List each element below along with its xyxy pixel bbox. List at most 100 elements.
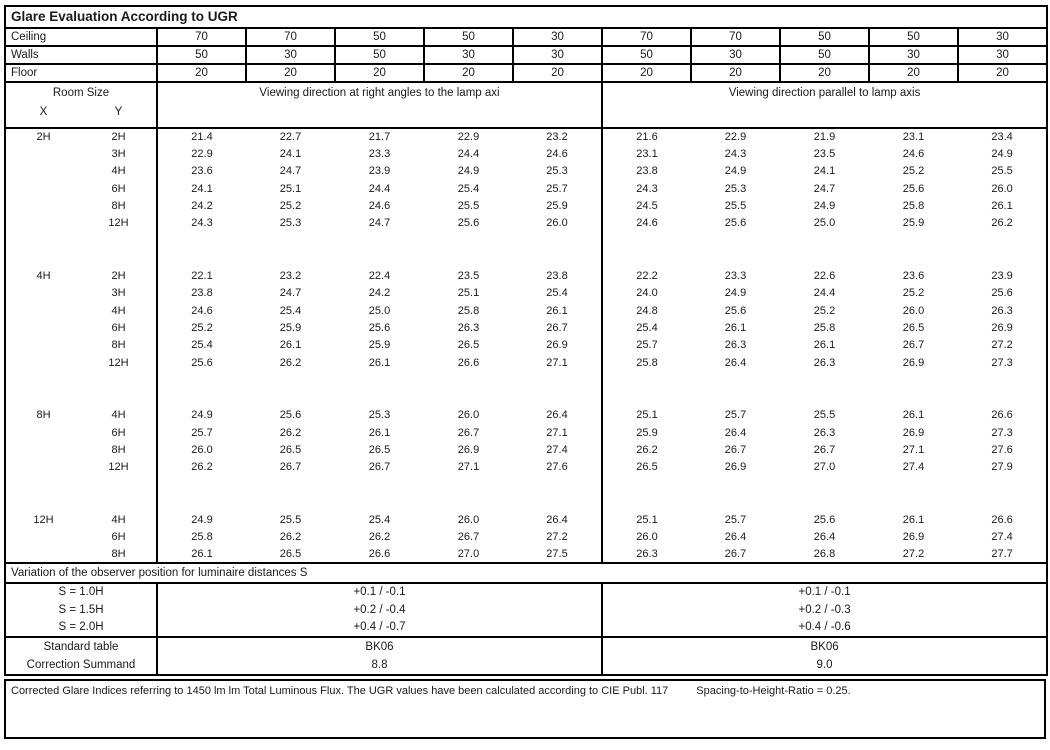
room-size-header: Room Size X Y (5, 81, 157, 129)
ugr-value: 25.2 (279, 200, 302, 213)
ugr-value: 26.3 (724, 339, 747, 352)
room-y-value: 8H (111, 339, 126, 352)
ugr-value: 23.5 (813, 147, 836, 160)
room-y-value: 8H (111, 548, 126, 561)
ugr-value: 24.9 (724, 165, 747, 178)
room-y-value: 8H (111, 443, 126, 456)
ugr-value: 21.7 (368, 130, 391, 143)
ugr-value: 25.3 (546, 165, 568, 178)
surface-value: 20 (334, 63, 424, 83)
ugr-row: 6H 24.1 25.1 24.4 25.4 25.7 24.3 25.3 24.7 25.6 26… (5, 180, 1047, 198)
footer-note: Corrected Glare Indices referring to 145… (4, 679, 1046, 740)
ugr-value: 27.4 (902, 461, 925, 474)
ugr-value: 25.4 (279, 304, 302, 317)
ugr-row: 12H 25.6 26.2 26.1 26.6 27.1 25.8 26.4 26.3 26.9 2… (5, 354, 1047, 372)
ugr-value: 24.2 (368, 287, 391, 300)
group-spacer-row (5, 232, 1048, 268)
variation-row: S = 1.0H +0.1 / -0.1 +0.1 / -0.1 (5, 583, 1048, 602)
ugr-value: 26.7 (724, 548, 747, 561)
surface-value: 20 (690, 63, 780, 83)
ugr-value: 26.2 (279, 531, 302, 544)
ugr-row: 8H 25.4 26.1 25.9 26.5 26.9 25.7 26.3 26.1 26.7 27… (5, 336, 1047, 355)
variation-rows: S = 1.0H +0.1 / -0.1 +0.1 / -0.1 S = 1.5H +0… (5, 583, 1048, 638)
variation-title-row: Variation of the observer position for l… (5, 562, 1048, 585)
ugr-value: 25.6 (279, 409, 302, 422)
room-x-value (5, 424, 81, 441)
ugr-value: 25.7 (724, 513, 747, 526)
ugr-value: 23.2 (546, 130, 568, 143)
room-y-value: 4H (111, 304, 126, 317)
ugr-value: 24.3 (156, 214, 246, 233)
ugr-value: 27.5 (546, 548, 568, 561)
ugr-value: 25.8 (813, 322, 836, 334)
ugr-value-rows: 2H 2H 21.4 22.7 21.7 22.9 23.2 21.6 22.9 21.9 23.1… (5, 127, 1048, 564)
ugr-value: 25.7 (546, 182, 568, 195)
ugr-row: 12H 26.2 26.7 26.7 27.1 27.6 26.5 26.9 27.0 27.4 2… (5, 458, 1047, 477)
ugr-value: 21.9 (813, 130, 836, 143)
summary-rows: Standard table BK06 BK06 Correction Summand… (5, 636, 1048, 676)
ugr-value: 26.3 (813, 356, 836, 369)
page-title: Glare Evaluation According to UGR (5, 6, 1048, 29)
ugr-value: 27.6 (991, 443, 1013, 456)
ugr-value: 25.4 (156, 336, 246, 355)
ugr-value: 26.0 (156, 441, 246, 459)
ugr-value: 25.6 (902, 182, 925, 195)
surface-value: 50 (601, 45, 691, 65)
ugr-row: 8H 26.1 26.5 26.6 27.0 27.5 26.3 26.7 26.8 27.2 27… (5, 545, 1047, 564)
ugr-value: 26.9 (457, 443, 480, 456)
ugr-value: 25.9 (368, 339, 391, 352)
spacer-cell (600, 232, 1048, 268)
ugr-value: 26.4 (546, 409, 568, 422)
room-y-value: 8H (111, 200, 126, 213)
ugr-value: 24.9 (724, 287, 747, 300)
ugr-value: 26.2 (156, 458, 246, 477)
ugr-value: 25.6 (368, 322, 391, 334)
ugr-value: 25.6 (724, 304, 747, 317)
ugr-value: 26.6 (991, 409, 1013, 422)
room-x-value (5, 441, 81, 458)
ugr-value: 25.5 (991, 165, 1013, 178)
ugr-value: 23.2 (279, 269, 302, 282)
summary-value-left: 8.8 (156, 656, 602, 676)
ugr-value: 25.4 (601, 319, 691, 337)
ugr-row: 3H 23.8 24.7 24.2 25.1 25.4 24.0 24.9 24.4 25.2 25… (5, 284, 1047, 302)
room-size-axes: X Y (6, 99, 156, 119)
ugr-value: 22.9 (724, 130, 747, 143)
room-y-value: 4H (111, 409, 126, 422)
ugr-value: 27.1 (457, 461, 480, 474)
ugr-value: 26.9 (902, 531, 925, 544)
spacer-cell (5, 232, 157, 267)
ugr-value: 23.4 (991, 130, 1013, 143)
ugr-value: 26.7 (457, 531, 480, 544)
ugr-value: 23.6 (902, 269, 925, 282)
ugr-value: 25.1 (457, 287, 480, 300)
ugr-value: 25.6 (991, 287, 1013, 300)
ugr-value: 27.3 (991, 426, 1013, 439)
ugr-value: 26.1 (991, 200, 1013, 213)
ugr-value: 26.6 (368, 548, 391, 561)
surface-value: 30 (956, 45, 1048, 65)
ugr-row: 8H 26.0 26.5 26.5 26.9 27.4 26.2 26.7 26.7 27.1 27… (5, 441, 1047, 459)
variation-row: S = 1.5H +0.2 / -0.4 +0.2 / -0.3 (5, 601, 1048, 620)
ugr-value: 24.7 (813, 182, 836, 195)
variation-value-left: +0.1 / -0.1 (156, 583, 602, 602)
ugr-value: 23.8 (546, 269, 568, 282)
ugr-value: 25.6 (457, 217, 480, 230)
ugr-table: Glare Evaluation According to UGR Ceilin… (4, 5, 1049, 677)
ugr-value: 26.5 (279, 443, 302, 456)
surface-value: 70 (690, 27, 780, 47)
surface-row: Floor 20 20 20 20 20 20 20 20 20 20 (5, 63, 1048, 83)
ugr-value: 26.1 (902, 409, 925, 422)
direction-header-parallel: Viewing direction parallel to lamp axis (600, 81, 1048, 129)
ugr-value: 24.6 (156, 301, 246, 320)
ugr-value: 26.2 (991, 217, 1013, 230)
ugr-value: 22.1 (156, 267, 246, 285)
surface-label: Floor (5, 63, 158, 83)
ugr-value: 25.3 (368, 409, 391, 422)
room-y-value: 3H (111, 147, 126, 160)
ugr-value: 26.7 (457, 426, 480, 439)
room-x-value (5, 285, 81, 302)
ugr-row: 6H 25.2 25.9 25.6 26.3 26.7 25.4 26.1 25.8 26.5 26… (5, 319, 1047, 337)
ugr-value: 27.2 (902, 548, 925, 561)
ugr-value: 27.4 (991, 531, 1013, 544)
